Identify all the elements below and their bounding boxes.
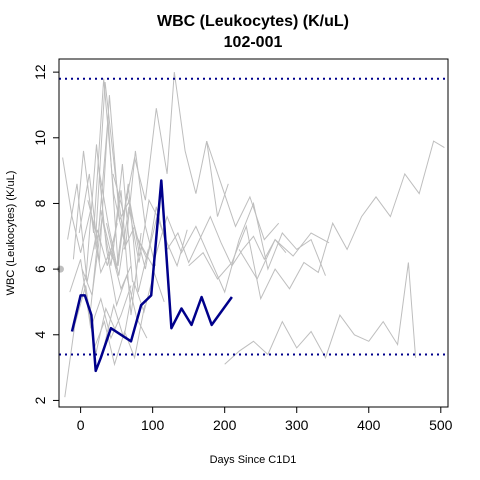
plot-area: [56, 72, 448, 398]
y-tick-label: 4: [32, 331, 48, 339]
y-tick-label: 8: [32, 199, 48, 207]
y-axis-label: WBC (Leukocytes) (K/uL): [5, 171, 17, 296]
background-series-line-8: [81, 164, 133, 296]
background-series-line-18: [137, 201, 326, 294]
background-series-line-3: [67, 183, 118, 283]
x-tick-label: 100: [141, 417, 165, 433]
x-tick-label: 200: [213, 417, 237, 433]
background-series-line-20: [224, 262, 417, 365]
background-series-line-22: [238, 232, 330, 281]
background-series-line-16: [112, 72, 229, 217]
y-tick-label: 6: [32, 265, 48, 273]
x-tick-label: 0: [77, 417, 85, 433]
background-series-line-4: [69, 259, 132, 340]
background-series-line-17: [123, 206, 287, 270]
x-axis-label: Days Since C1D1: [210, 454, 297, 466]
background-series-line-5: [72, 78, 125, 260]
highlight-series-line: [70, 179, 233, 373]
y-tick-label: 2: [32, 396, 48, 404]
x-tick-label: 500: [429, 417, 453, 433]
y-tick-label: 10: [32, 130, 48, 146]
axes: 0 100 200 300 400 500 2 4 6 8 10 12: [32, 64, 453, 433]
y-tick-label: 12: [32, 64, 48, 80]
background-series-line-12: [94, 81, 156, 266]
background-series-line-19: [188, 140, 445, 301]
chart-subtitle: 102-001: [224, 34, 283, 51]
chart-title: WBC (Leukocytes) (K/uL): [157, 13, 349, 30]
x-tick-label: 300: [285, 417, 309, 433]
x-tick-label: 400: [357, 417, 381, 433]
background-series-line-6: [75, 144, 148, 339]
background-series-line-21: [206, 140, 280, 241]
background-series-line-11: [90, 190, 142, 316]
